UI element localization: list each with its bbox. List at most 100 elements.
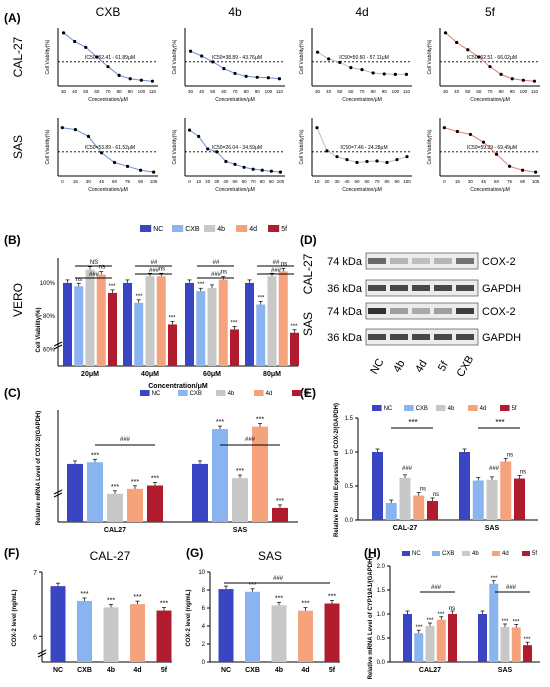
- significance-mark: ***: [91, 452, 99, 459]
- x-tick-label: SAS: [498, 667, 513, 674]
- blot-band: [368, 334, 386, 340]
- data-point: [481, 140, 486, 144]
- bar: [130, 604, 145, 662]
- x-tick-label: CAL27: [419, 667, 441, 674]
- data-point: [405, 155, 409, 159]
- bar: [192, 463, 208, 522]
- x-tick-label: 40: [223, 179, 229, 184]
- significance-mark: ###: [245, 437, 256, 443]
- x-tick-label: CAL27: [104, 527, 126, 534]
- legend-swatch: [204, 225, 216, 232]
- significance-mark: ###: [489, 466, 500, 472]
- legend-label: 5f: [512, 406, 517, 412]
- bar: [252, 426, 268, 522]
- x-tick-label: 40: [199, 89, 205, 94]
- bar: [478, 614, 487, 662]
- data-point: [233, 162, 237, 166]
- bar: [168, 324, 177, 366]
- significance-mark: NS: [90, 260, 98, 266]
- data-point: [395, 157, 399, 162]
- bar: [85, 269, 95, 366]
- x-tick-label: CXB: [245, 667, 260, 674]
- lane-label: 4b: [391, 358, 408, 375]
- bar: [278, 271, 288, 366]
- significance-mark: ***: [216, 419, 224, 426]
- blot-band: [412, 285, 430, 291]
- x-tick-label: 4b: [275, 667, 283, 674]
- legend-swatch: [436, 405, 446, 411]
- legend-label: 4d: [249, 226, 257, 233]
- x-tick-label: 80: [117, 89, 123, 94]
- x-tick-label: 70: [251, 179, 257, 184]
- x-tick-label: 60: [364, 179, 370, 184]
- x-tick-label: 70: [359, 89, 365, 94]
- data-point: [106, 65, 110, 69]
- axis-break: [37, 649, 47, 658]
- x-tick-label: 50: [232, 179, 238, 184]
- bar: [134, 302, 144, 366]
- x-tick-label: 90: [510, 89, 516, 94]
- significance-mark: ***: [415, 625, 423, 631]
- x-axis-label: Concentration/μM: [342, 187, 382, 193]
- blot-band: [368, 258, 386, 264]
- y-tick-label: 0.5: [377, 636, 386, 642]
- significance-mark: ###: [431, 585, 442, 591]
- column-title: 5f: [485, 5, 496, 19]
- legend-swatch: [372, 405, 382, 411]
- significance-mark: ###: [149, 268, 160, 274]
- x-tick-label: 45: [481, 179, 487, 184]
- blot-band: [412, 258, 430, 264]
- y-tick-label: 1.5: [345, 416, 354, 422]
- significance-mark: ***: [248, 582, 256, 589]
- blot-band: [456, 334, 474, 340]
- legend-swatch: [172, 225, 184, 232]
- chart-title: SAS: [258, 549, 282, 563]
- bar: [145, 276, 155, 366]
- legend-label: 5f: [304, 391, 309, 397]
- blot-band: [434, 258, 452, 264]
- legend-swatch: [500, 405, 510, 411]
- data-point: [242, 165, 246, 169]
- data-point: [244, 74, 248, 78]
- data-point: [150, 79, 155, 83]
- significance-mark: ***: [328, 594, 336, 601]
- panel-letter: (D): [300, 233, 317, 247]
- x-tick-label: 50: [354, 179, 360, 184]
- significance-mark: ***: [168, 315, 176, 321]
- data-point: [61, 31, 66, 35]
- y-tick-label: 0.5: [345, 484, 354, 490]
- legend-label: 4d: [480, 406, 487, 412]
- x-tick-label: 50: [83, 89, 89, 94]
- y-axis-label: Relative mRNA Level of COX-2/(GAPDH): [36, 411, 42, 525]
- significance-mark: ###: [120, 437, 131, 443]
- x-tick-label: 100: [277, 179, 285, 184]
- bar: [108, 292, 117, 366]
- x-tick-label: SAS: [233, 527, 248, 534]
- significance-mark: ***: [290, 324, 298, 330]
- x-tick-label: 60: [242, 179, 248, 184]
- y-axis-label: Cell Viability(%): [427, 129, 433, 164]
- x-tick-label: 0: [188, 179, 191, 184]
- legend-label: 4b: [217, 226, 225, 233]
- data-point: [327, 57, 331, 61]
- significance-mark: ***: [80, 591, 88, 598]
- x-tick-label: 50: [210, 89, 216, 94]
- x-tick-label: 80: [499, 89, 505, 94]
- data-point: [255, 75, 259, 79]
- significance-mark: ***: [131, 479, 139, 486]
- blot-strip: [365, 252, 479, 270]
- data-point: [188, 49, 193, 53]
- significance-mark: ***: [108, 284, 116, 290]
- data-point: [233, 71, 237, 76]
- data-point: [277, 77, 282, 81]
- panel-letter: (C): [4, 386, 21, 400]
- significance-mark: ns: [520, 470, 526, 476]
- x-tick-label: 90: [520, 179, 526, 184]
- significance-mark: ##: [151, 260, 158, 266]
- blot-band: [390, 258, 408, 264]
- x-tick-label: 80μM: [263, 371, 281, 378]
- data-point: [488, 65, 492, 69]
- legend-swatch: [432, 551, 440, 556]
- data-point: [534, 170, 538, 174]
- legend-swatch: [492, 551, 500, 556]
